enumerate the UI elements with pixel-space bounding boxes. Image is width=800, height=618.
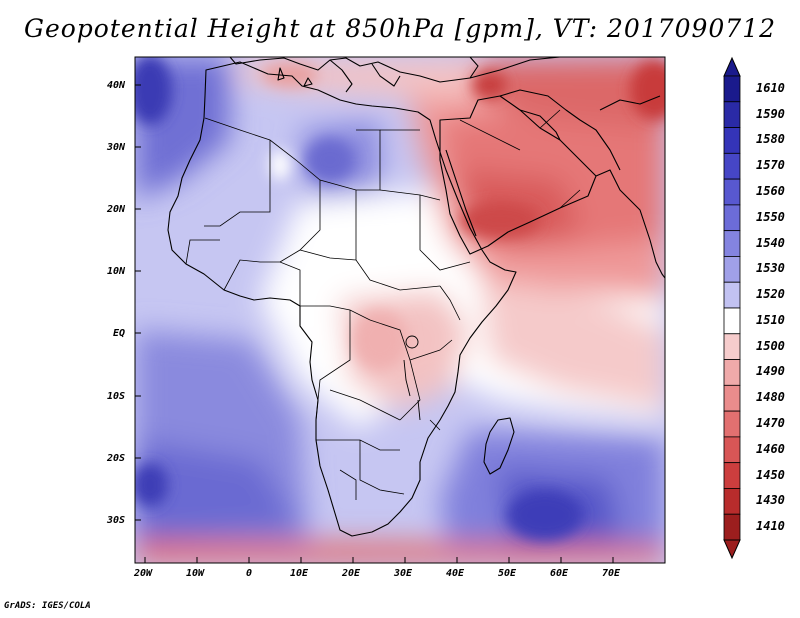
colorbar-label: 1510 (756, 312, 785, 327)
grads-credit: GrADS: IGES/COLA (4, 601, 91, 611)
colorbar-label: 1430 (756, 493, 785, 508)
colorbar-swatch (723, 462, 741, 489)
colorbar-swatch (723, 204, 741, 232)
colorbar-swatch (723, 75, 741, 103)
lon-label: 30E (394, 568, 413, 579)
colorbar-label: 1520 (756, 287, 785, 302)
colorbar-label: 1480 (756, 390, 785, 405)
colorbar-swatch (723, 359, 741, 386)
colorbar-label: 1470 (756, 416, 785, 430)
coastline-overlay (167, 57, 665, 537)
lon-label: 20E (342, 568, 361, 579)
colorbar-label: 1540 (756, 235, 785, 250)
colorbar-label: 1450 (756, 467, 785, 482)
colorbar-label: 1460 (756, 441, 785, 456)
lon-label: 20W (134, 568, 153, 579)
colorbar-label: 1580 (756, 132, 785, 147)
colorbar-swatch (723, 152, 741, 180)
colorbar-label: 1530 (756, 261, 785, 276)
colorbar-label: 1410 (756, 519, 785, 534)
colorbar-swatch (723, 410, 741, 438)
colorbar-label: 1590 (756, 106, 785, 121)
colorbar-swatch (723, 384, 741, 412)
colorbar-label: 1560 (756, 184, 785, 198)
colorbar-swatch (723, 127, 741, 154)
colorbar-label: 1610 (756, 80, 785, 95)
colorbar-swatch (723, 513, 741, 541)
lakes (403, 335, 421, 421)
colorbar-swatch (723, 307, 741, 335)
colorbar-label: 1500 (756, 338, 785, 353)
axis-ticks (135, 84, 614, 563)
colorbar-label: 1550 (756, 209, 785, 224)
lon-label: 0 (246, 568, 253, 579)
colorbar-swatch (723, 488, 741, 515)
lat-label: 40N (107, 80, 126, 91)
colorbar-swatch (723, 436, 741, 464)
map-title: Geopotential Height at 850hPa [gpm], VT:… (23, 14, 777, 43)
lat-label: 10N (107, 266, 126, 277)
lat-label: 30S (107, 515, 126, 526)
colorbar-bottom-arrow (723, 539, 741, 560)
colorbar-label: 1490 (756, 364, 785, 379)
lon-label: 10E (290, 568, 309, 579)
colorbar-swatch (723, 333, 741, 360)
lat-label: EQ (113, 328, 126, 339)
lon-label: 10W (186, 568, 205, 579)
lat-label: 10S (107, 391, 126, 402)
colorbar-swatch (723, 101, 741, 128)
lat-label: 20S (107, 453, 126, 464)
colorbar-swatch (723, 256, 741, 283)
colorbar (723, 56, 741, 560)
colorbar-top-arrow (723, 56, 741, 77)
map-frame (134, 56, 666, 564)
colorbar-swatch (723, 230, 741, 257)
colorbar-swatch (723, 281, 741, 309)
country-borders (185, 109, 581, 500)
lon-label: 70E (602, 568, 621, 579)
lon-label: 40E (446, 568, 465, 579)
lat-label: 20N (107, 204, 126, 215)
lon-label: 50E (498, 568, 517, 579)
lon-label: 60E (550, 568, 569, 579)
colorbar-swatch (723, 178, 741, 206)
lat-label: 30N (107, 142, 126, 153)
colorbar-label: 1570 (756, 158, 785, 173)
